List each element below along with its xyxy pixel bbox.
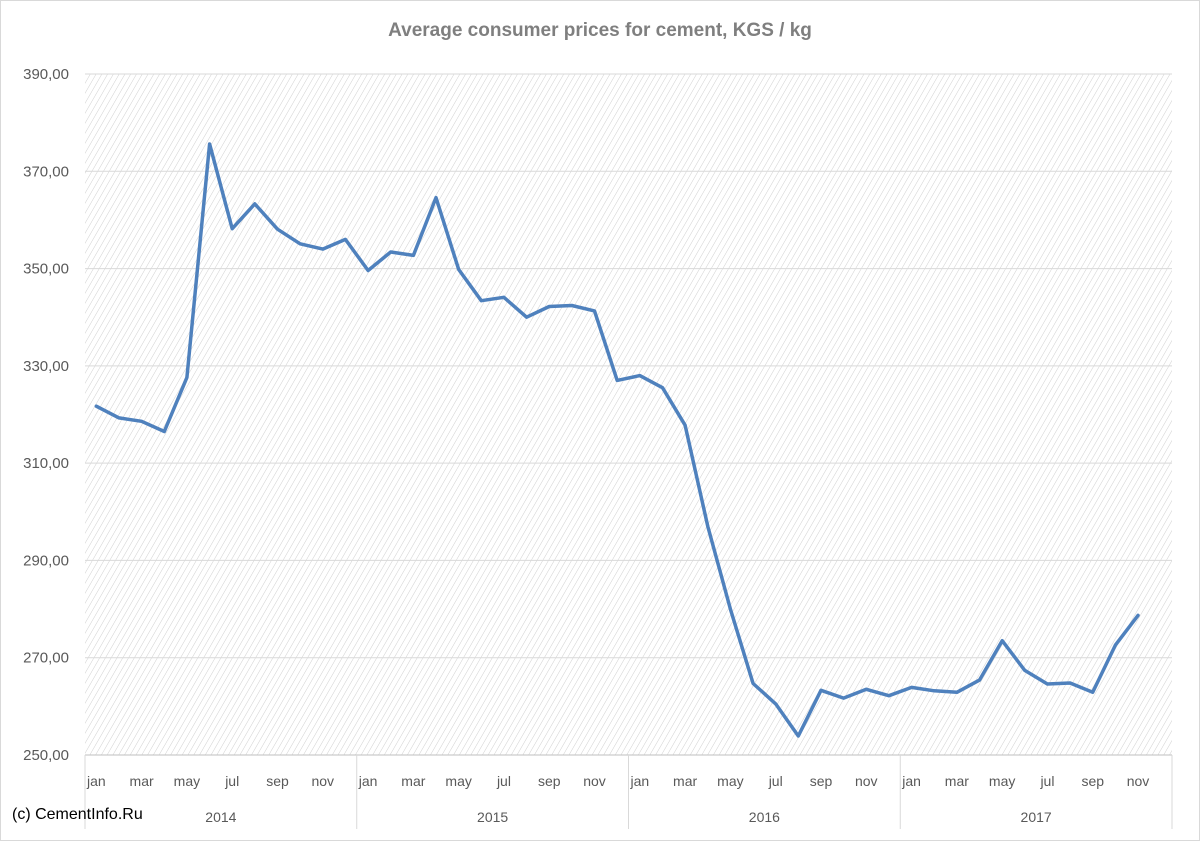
plot-area [85, 74, 1172, 755]
x-tick-label: may [445, 773, 471, 789]
x-tick-label: jul [224, 773, 239, 789]
x-tick-label: jan [358, 773, 378, 789]
x-tick-label: jul [768, 773, 783, 789]
x-tick-label: jul [496, 773, 511, 789]
chart-title: Average consumer prices for cement, KGS … [388, 20, 812, 41]
plot-background [85, 74, 1172, 755]
x-tick-label: nov [1127, 773, 1150, 789]
x-tick-label: sep [538, 773, 561, 789]
y-tick-label: 250,00 [23, 747, 69, 764]
y-tick-label: 350,00 [23, 261, 69, 278]
x-tick-label: nov [855, 773, 878, 789]
copyright-text: (c) CementInfo.Ru [12, 806, 143, 823]
x-tick-label: nov [311, 773, 334, 789]
x-tick-label: sep [266, 773, 289, 789]
x-tick-label: jan [629, 773, 649, 789]
year-label: 2015 [477, 809, 508, 825]
x-tick-label: mar [673, 773, 697, 789]
x-tick-label: jan [901, 773, 921, 789]
x-tick-label: may [174, 773, 200, 789]
x-tick-label: jan [86, 773, 106, 789]
x-tick-label: mar [130, 773, 154, 789]
y-tick-label: 370,00 [23, 163, 69, 180]
y-tick-label: 390,00 [23, 66, 69, 83]
year-label: 2014 [205, 809, 236, 825]
x-tick-label: may [989, 773, 1015, 789]
gridlines [85, 73, 1172, 756]
x-tick-label: may [717, 773, 743, 789]
y-tick-label: 330,00 [23, 358, 69, 375]
x-axis: jan mar may jul sep nov 2014 jan mar may jul sep nov… [84, 754, 1173, 829]
year-label: 2017 [1021, 809, 1052, 825]
y-axis: 250,00 270,00 290,00 310,00 330,00 350,00 370,… [23, 66, 69, 764]
x-tick-label: mar [945, 773, 969, 789]
x-tick-label: sep [1081, 773, 1104, 789]
y-tick-label: 270,00 [23, 650, 69, 667]
x-tick-label: nov [583, 773, 606, 789]
series-line [94, 142, 1140, 738]
series-layer [94, 142, 1140, 738]
y-tick-label: 310,00 [23, 455, 69, 472]
y-tick-label: 290,00 [23, 552, 69, 569]
year-label: 2016 [749, 809, 780, 825]
x-tick-label: sep [810, 773, 833, 789]
x-tick-label: jul [1039, 773, 1054, 789]
x-tick-label: mar [401, 773, 425, 789]
